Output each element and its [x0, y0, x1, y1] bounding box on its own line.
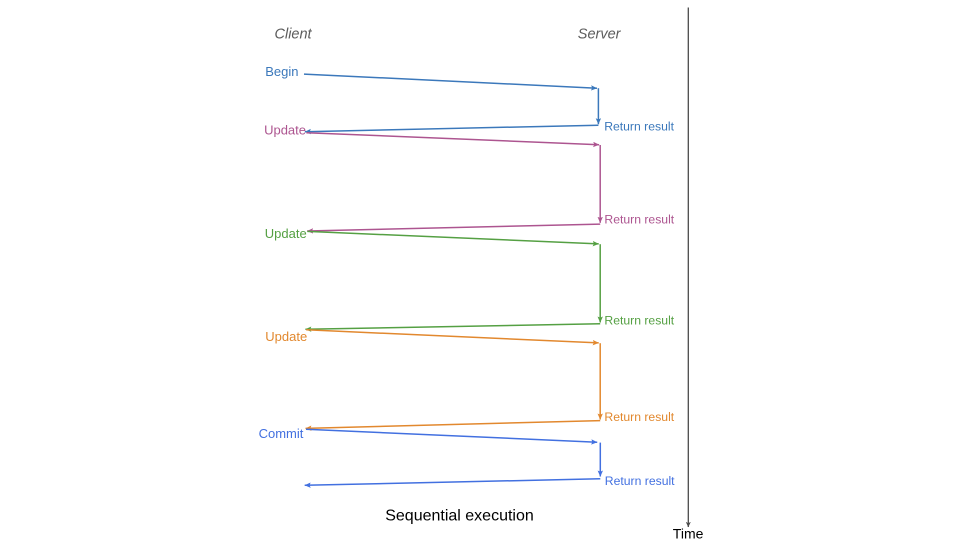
svg-text:Sequential execution: Sequential execution	[385, 508, 534, 525]
svg-text:Commit: Commit	[259, 426, 304, 441]
svg-text:Time: Time	[673, 525, 704, 540]
svg-text:Update: Update	[264, 122, 306, 137]
svg-text:Update: Update	[265, 329, 307, 344]
svg-text:Return result: Return result	[604, 212, 674, 226]
svg-text:Return result: Return result	[604, 410, 674, 424]
svg-text:Server: Server	[578, 26, 622, 42]
svg-text:Begin: Begin	[265, 64, 298, 79]
svg-text:Return result: Return result	[605, 474, 675, 488]
svg-text:Client: Client	[275, 26, 313, 42]
svg-text:Update: Update	[265, 226, 307, 241]
svg-text:Return result: Return result	[604, 120, 674, 134]
svg-text:Return result: Return result	[604, 314, 674, 328]
